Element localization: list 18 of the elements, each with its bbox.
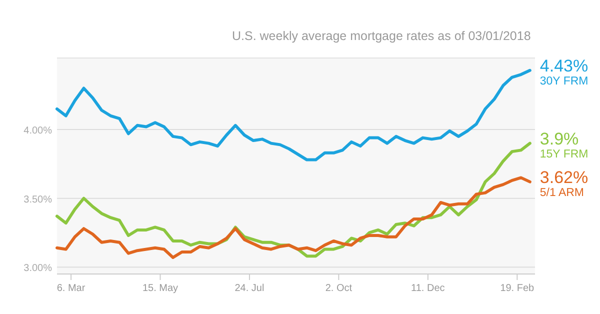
x-tick-label: 2. Oct (325, 283, 352, 294)
y-tick-label: 3.00% (24, 263, 52, 274)
x-tick-label: 19. Feb (500, 283, 535, 294)
chart-subtitle: U.S. weekly average mortgage rates as of 03/01/2018 (232, 29, 531, 43)
x-tick-label: 15. May (142, 283, 178, 294)
data-label: 4.43% (540, 56, 588, 76)
data-label: 3.9% (540, 129, 579, 148)
data-label: 3.62% (540, 168, 588, 187)
series-label: 30Y FRM (540, 75, 588, 88)
line-series (56, 176, 532, 259)
line-series (56, 68, 532, 162)
series-label: 15Y FRM (540, 148, 588, 160)
series-label: 5/1 ARM (540, 186, 584, 199)
y-tick-label: 3.50% (24, 194, 52, 206)
x-tick-label: 11. Dec (411, 283, 445, 294)
x-tick-label: 6. Mar (56, 283, 86, 294)
x-tick-label: 24. Jul (234, 283, 264, 294)
y-tick-label: 4.00% (24, 126, 52, 137)
